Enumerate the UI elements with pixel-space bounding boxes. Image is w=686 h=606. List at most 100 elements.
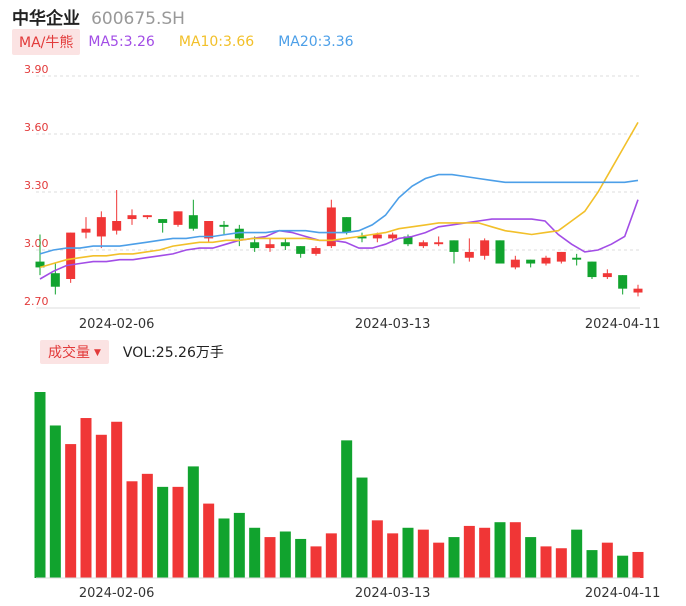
volume-bar xyxy=(479,527,491,578)
candle-body xyxy=(265,244,275,249)
volume-bar xyxy=(371,520,383,578)
candle-body xyxy=(434,242,444,245)
volume-bar xyxy=(448,537,460,578)
candle-body xyxy=(357,236,367,239)
candle-body xyxy=(81,228,91,233)
volume-bar xyxy=(126,481,138,578)
ma10-label: MA10:3.66 xyxy=(178,34,255,50)
candle-body xyxy=(280,242,290,247)
stock-header: 中华企业 600675.SH xyxy=(12,4,185,29)
candle-body xyxy=(250,242,260,249)
candle-body xyxy=(464,251,474,258)
volume-bar xyxy=(555,548,567,578)
volume-button-label: 成交量 xyxy=(48,345,90,361)
candle-body xyxy=(388,234,398,239)
volume-bar xyxy=(111,421,123,578)
volume-bar xyxy=(433,542,445,578)
candle-body xyxy=(556,251,566,262)
volume-bar xyxy=(157,486,169,578)
x-tick-label: 2024-02-06 xyxy=(79,317,155,332)
volume-bar xyxy=(49,425,61,578)
candle-body xyxy=(342,217,352,233)
y-tick-label: 3.60 xyxy=(24,121,49,134)
candle-body xyxy=(35,261,45,268)
volume-bar xyxy=(494,522,506,578)
candle-body xyxy=(219,224,229,227)
stock-code: 600675.SH xyxy=(91,9,185,29)
candle-body xyxy=(142,215,152,218)
volume-bar xyxy=(80,418,92,578)
volume-bar xyxy=(95,434,107,578)
candle-body xyxy=(66,232,76,279)
candle-body xyxy=(510,259,520,268)
volume-bar xyxy=(325,533,337,578)
ma5-label: MA5:3.26 xyxy=(88,34,155,50)
volume-bar xyxy=(233,512,245,578)
candle-body xyxy=(572,257,582,260)
volume-legend: 成交量 ▼ VOL:25.26万手 xyxy=(40,340,224,364)
volume-bar xyxy=(586,550,598,578)
volume-indicator-button[interactable]: 成交量 ▼ xyxy=(40,340,109,364)
volume-bar xyxy=(341,440,353,578)
volume-bar xyxy=(65,444,77,578)
volume-bar xyxy=(509,522,521,578)
candle-body xyxy=(311,248,321,254)
y-tick-label: 3.00 xyxy=(24,237,49,250)
candle-body xyxy=(296,246,306,254)
volume-bar xyxy=(279,531,291,578)
volume-bar xyxy=(218,518,230,578)
volume-bar xyxy=(249,527,261,578)
stock-name: 中华企业 xyxy=(12,9,80,29)
volume-bar xyxy=(356,477,368,578)
candle-body xyxy=(587,261,597,278)
candle-body xyxy=(50,273,60,287)
volume-bar xyxy=(540,546,552,578)
candle-body xyxy=(541,257,551,264)
candle-body xyxy=(602,273,612,278)
candle-body xyxy=(173,211,183,225)
ma-legend: MA/牛熊 MA5:3.26 MA10:3.66 MA20:3.36 xyxy=(12,29,378,55)
candle-body xyxy=(418,242,428,247)
volume-bar xyxy=(601,542,613,578)
volume-bar xyxy=(463,525,475,578)
candle-body xyxy=(526,259,536,264)
x-tick-label: 2024-04-11 xyxy=(585,317,661,332)
caret-down-icon: ▼ xyxy=(94,348,101,358)
candle-body xyxy=(112,221,122,231)
ma10-line xyxy=(39,122,639,269)
volume-bar xyxy=(295,538,307,578)
volume-bar xyxy=(402,527,414,578)
x-tick-label: 2024-04-11 xyxy=(585,586,661,601)
x-tick-label: 2024-02-06 xyxy=(79,586,155,601)
volume-bar xyxy=(632,551,644,578)
ma-indicator-button[interactable]: MA/牛熊 xyxy=(12,29,81,55)
candle-body xyxy=(372,234,382,239)
candle-body xyxy=(403,236,413,245)
candle-body xyxy=(618,275,628,289)
volume-bar xyxy=(525,537,537,578)
volume-value: VOL:25.26万手 xyxy=(122,345,224,361)
candle-body xyxy=(234,228,244,239)
volume-bar xyxy=(172,486,184,578)
volume-bar xyxy=(34,392,46,578)
volume-bar xyxy=(571,529,583,578)
candle-body xyxy=(495,240,505,264)
volume-bar xyxy=(617,555,629,578)
volume-bar xyxy=(187,466,199,578)
volume-bar xyxy=(387,533,399,578)
y-tick-label: 2.70 xyxy=(24,295,49,308)
volume-bar xyxy=(417,529,429,578)
y-tick-label: 3.90 xyxy=(24,63,49,76)
volume-bar xyxy=(264,537,276,578)
candle-body xyxy=(188,215,198,229)
candle-body xyxy=(204,221,214,239)
ma20-line xyxy=(39,173,639,255)
candle-body xyxy=(158,219,168,223)
x-tick-label: 2024-03-13 xyxy=(355,586,431,601)
candle-body xyxy=(449,240,459,252)
candle-body xyxy=(127,215,137,220)
candle-body xyxy=(480,240,490,256)
ma5-line xyxy=(39,199,639,280)
volume-bar xyxy=(141,473,153,578)
